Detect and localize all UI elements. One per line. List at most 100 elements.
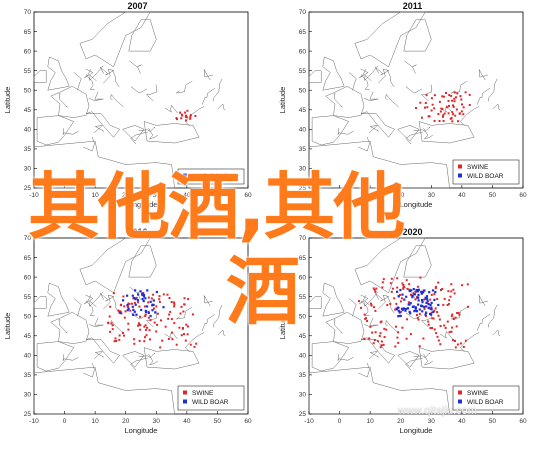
wild-boar-point — [451, 99, 454, 102]
wild-boar-point — [123, 316, 126, 319]
x-tick-label: 50 — [489, 192, 497, 199]
border-line — [369, 125, 379, 133]
wild-boar-point — [158, 298, 161, 301]
wild-boar-point — [419, 101, 422, 104]
swine-point — [134, 303, 137, 306]
wild-boar-point — [418, 312, 421, 315]
x-tick-label: 20 — [397, 418, 405, 425]
border-line — [201, 313, 216, 331]
wild-boar-point — [186, 325, 189, 328]
land-outline — [322, 282, 345, 317]
wild-boar-point — [394, 308, 397, 311]
wild-boar-point — [395, 325, 397, 328]
border-line — [94, 125, 104, 133]
border-line — [413, 352, 430, 358]
border-line — [88, 317, 104, 327]
wild-boar-point — [127, 328, 130, 331]
coastlines — [33, 11, 226, 189]
legend-label: WILD BOAR — [467, 173, 504, 180]
x-tick-label: -10 — [29, 418, 39, 425]
wild-boar-point — [417, 318, 420, 321]
wild-boar-point — [381, 286, 384, 289]
wild-boar-point — [460, 110, 463, 113]
wild-boar-point — [118, 334, 121, 337]
wild-boar-point — [173, 303, 176, 306]
border-line — [89, 65, 104, 82]
wild-boar-point — [179, 312, 182, 315]
wild-boar-point — [451, 326, 454, 329]
wild-boar-point — [455, 108, 458, 111]
swine-point — [413, 293, 416, 296]
wild-boar-point — [394, 345, 397, 348]
wild-boar-point — [185, 119, 187, 122]
wild-boar-point — [455, 325, 458, 328]
swine-point — [134, 289, 137, 292]
border-line — [358, 137, 370, 152]
border-line — [451, 80, 468, 94]
plot-frame — [308, 11, 524, 189]
x-tick-label: 60 — [519, 418, 527, 425]
wild-boar-point — [423, 298, 426, 301]
border-line — [363, 91, 379, 101]
wild-boar-point — [360, 306, 362, 309]
wild-boar-point — [454, 346, 457, 349]
x-axis-label: Longitude — [400, 426, 433, 435]
wild-boar-point — [374, 290, 377, 293]
swine-point — [137, 293, 140, 296]
swine-point — [420, 292, 423, 295]
y-axis-label: Latitude — [3, 313, 12, 340]
border-line — [404, 60, 417, 74]
wild-boar-point — [138, 323, 141, 326]
swine-point — [133, 310, 136, 313]
wild-boar-point — [451, 120, 454, 123]
wild-boar-point — [418, 345, 421, 348]
wild-boar-point — [155, 305, 158, 308]
wild-boar-point — [124, 310, 127, 313]
wild-boar-point — [143, 325, 146, 328]
map-plot: -10 0 10 20 30 40 50 60 70 65 60 55 50 45 40 35 30 25 Long… — [3, 9, 252, 209]
wild-boar-point — [180, 113, 183, 116]
wild-boar-point — [133, 301, 136, 304]
border-line — [387, 295, 395, 313]
border-line — [88, 91, 104, 101]
swine-point — [416, 290, 419, 293]
border-line — [337, 354, 354, 361]
swine-point — [397, 295, 400, 298]
border-line — [112, 69, 120, 87]
wild-boar-point — [138, 339, 141, 342]
swine-point — [433, 298, 436, 301]
y-tick-label: 35 — [299, 372, 307, 379]
wild-boar-point — [408, 288, 411, 291]
land-outline — [308, 366, 450, 415]
wild-boar-point — [430, 109, 433, 112]
land-outline — [418, 121, 475, 144]
wild-boar-point — [462, 113, 465, 116]
swine-point — [408, 289, 411, 293]
swine-point — [424, 313, 427, 316]
y-tick-label: 55 — [299, 68, 307, 75]
wild-boar-point — [448, 331, 451, 334]
wild-boar-point — [433, 293, 436, 296]
wild-boar-point — [149, 319, 152, 322]
wild-boar-point — [395, 302, 398, 305]
wild-boar-point — [382, 343, 385, 346]
wild-boar-point — [456, 312, 459, 314]
border-line — [213, 304, 223, 328]
wild-boar-point — [371, 331, 374, 334]
wild-boar-point — [421, 116, 423, 119]
wild-boar-point — [438, 120, 441, 122]
wild-boar-point — [445, 92, 447, 94]
wild-boar-point — [397, 331, 400, 334]
border-line — [89, 291, 104, 308]
wild-boar-point — [434, 285, 437, 288]
wild-boar-point — [427, 115, 430, 118]
x-tick-label: 50 — [214, 418, 222, 425]
wild-boar-point — [148, 329, 151, 332]
x-tick-label: -10 — [29, 192, 39, 199]
y-tick-label: 50 — [24, 87, 32, 94]
border-line — [369, 351, 379, 359]
y-axis-label: Latitude — [278, 313, 287, 340]
wild-boar-point — [425, 315, 428, 318]
wild-boar-point — [363, 313, 366, 316]
x-axis-label: Longitude — [125, 426, 158, 435]
